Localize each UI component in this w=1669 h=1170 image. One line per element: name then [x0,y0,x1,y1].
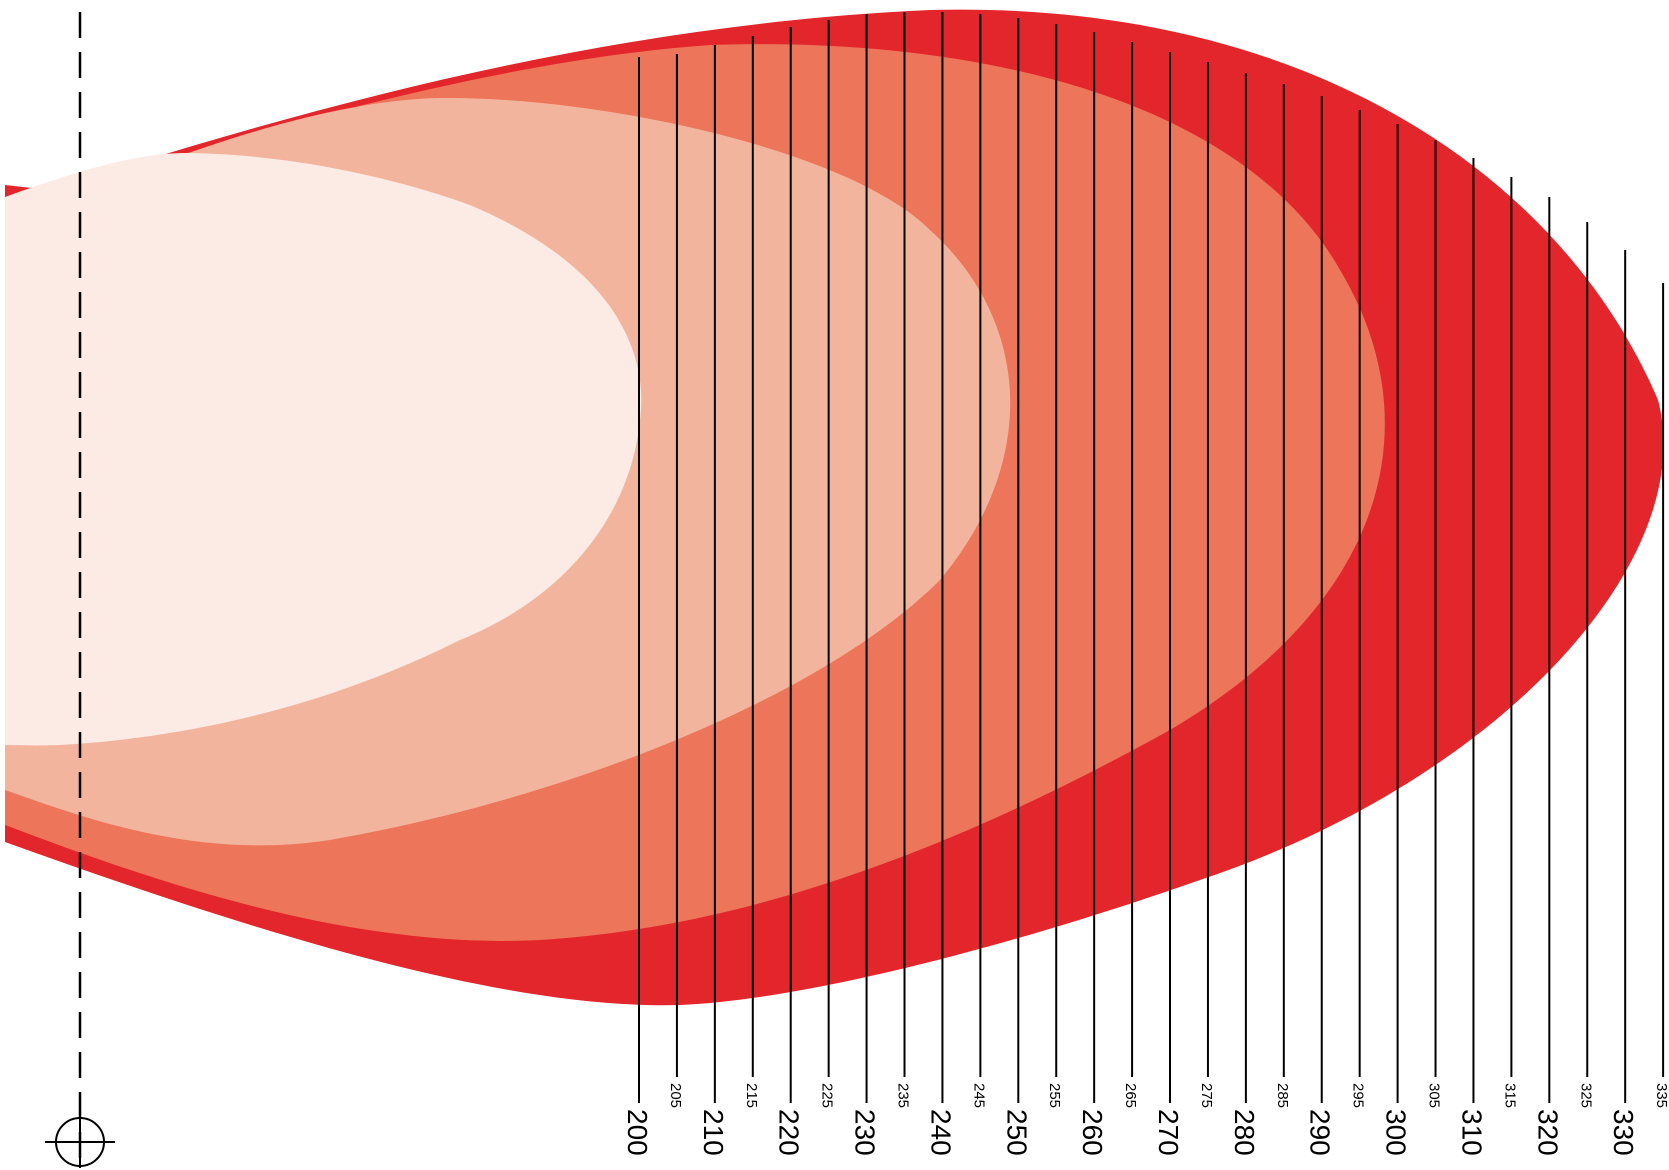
scale-label-240: 240 [925,1109,956,1156]
scale-label-285: 285 [1274,1083,1291,1108]
scale-label-235: 235 [895,1083,912,1108]
scale-label-330: 330 [1608,1109,1639,1156]
scale-label-220: 220 [774,1109,805,1156]
scale-label-325: 325 [1577,1083,1594,1108]
scale-label-210: 210 [698,1109,729,1156]
scale-lines [638,12,1665,1103]
crosshair-icon [45,1112,115,1168]
scale-label-230: 230 [850,1109,881,1156]
scale-label-305: 305 [1426,1083,1443,1108]
zone-4-shape [5,152,642,746]
scale-labels: 200 205 210 215 220 225 230 235 240 245 250 255 260 2… [622,1083,1669,1156]
scale-label-315: 315 [1501,1083,1518,1108]
scale-label-300: 300 [1381,1109,1412,1156]
scale-label-265: 265 [1122,1083,1139,1108]
scale-label-255: 255 [1046,1083,1063,1108]
scale-label-205: 205 [667,1083,684,1108]
scale-label-215: 215 [743,1083,760,1108]
scale-label-260: 260 [1077,1109,1108,1156]
scale-label-335: 335 [1653,1083,1669,1108]
scale-label-280: 280 [1229,1109,1260,1156]
scale-label-310: 310 [1456,1109,1487,1156]
scale-label-250: 250 [1001,1109,1032,1156]
scale-label-270: 270 [1153,1109,1184,1156]
scale-label-245: 245 [970,1083,987,1108]
scale-label-225: 225 [819,1083,836,1108]
scale-label-290: 290 [1305,1109,1336,1156]
scale-label-275: 275 [1198,1083,1215,1108]
scale-label-295: 295 [1350,1083,1367,1108]
scale-label-200: 200 [622,1109,653,1156]
scale-label-320: 320 [1532,1109,1563,1156]
